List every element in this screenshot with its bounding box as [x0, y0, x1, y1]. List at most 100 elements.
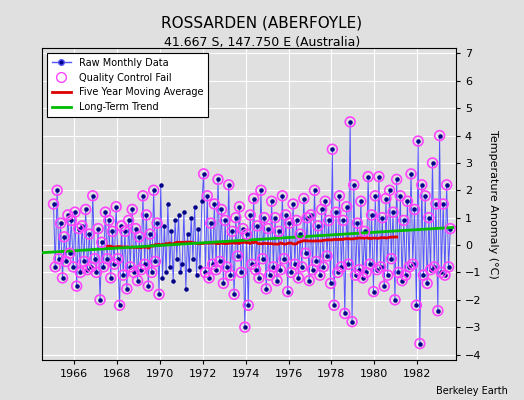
Point — [326, 280, 335, 286]
Point — [283, 288, 292, 295]
Point — [350, 182, 358, 188]
Point — [389, 209, 397, 216]
Point — [430, 264, 439, 270]
Point — [139, 192, 147, 199]
Point — [305, 278, 313, 284]
Point — [318, 206, 326, 213]
Point — [444, 264, 453, 270]
Point — [341, 310, 349, 317]
Point — [278, 192, 287, 199]
Point — [171, 217, 179, 224]
Point — [412, 302, 421, 308]
Point — [373, 266, 381, 273]
Point — [273, 278, 281, 284]
Point — [163, 201, 172, 207]
Point — [367, 212, 376, 218]
Point — [57, 220, 65, 226]
Point — [203, 192, 212, 199]
Point — [124, 217, 133, 224]
Point — [289, 201, 297, 207]
Point — [232, 214, 240, 221]
Point — [167, 228, 176, 234]
Point — [275, 228, 283, 234]
Point — [403, 198, 411, 204]
Point — [301, 250, 310, 256]
Point — [252, 266, 260, 273]
Point — [300, 195, 308, 202]
Point — [110, 261, 118, 268]
Point — [114, 256, 122, 262]
Point — [386, 187, 394, 194]
Point — [343, 204, 351, 210]
Point — [217, 206, 226, 213]
Point — [196, 264, 204, 270]
Point — [87, 264, 95, 270]
Point — [416, 340, 424, 347]
Point — [235, 204, 244, 210]
Point — [310, 187, 319, 194]
Point — [409, 261, 417, 268]
Point — [146, 231, 154, 237]
Point — [99, 264, 107, 270]
Point — [235, 204, 244, 210]
Point — [424, 214, 433, 221]
Point — [344, 261, 353, 268]
Point — [67, 217, 75, 224]
Point — [189, 256, 197, 262]
Point — [206, 220, 215, 226]
Point — [169, 278, 178, 284]
Point — [128, 206, 136, 213]
Point — [155, 291, 163, 298]
Point — [255, 275, 263, 281]
Point — [358, 275, 367, 281]
Point — [53, 187, 61, 194]
Point — [58, 275, 67, 281]
Point — [410, 206, 419, 213]
Point — [332, 209, 340, 216]
Point — [416, 340, 424, 347]
Point — [398, 278, 406, 284]
Point — [89, 192, 97, 199]
Point — [219, 280, 227, 286]
Point — [432, 201, 440, 207]
Point — [414, 138, 422, 144]
Point — [132, 226, 140, 232]
Point — [403, 198, 411, 204]
Point — [69, 264, 78, 270]
Point — [357, 198, 365, 204]
Point — [144, 283, 152, 289]
Point — [58, 275, 67, 281]
Point — [89, 192, 97, 199]
Point — [301, 250, 310, 256]
Point — [389, 209, 397, 216]
Point — [387, 256, 396, 262]
Point — [346, 119, 354, 125]
Point — [201, 269, 210, 276]
Point — [298, 264, 306, 270]
Point — [132, 226, 140, 232]
Point — [271, 214, 279, 221]
Point — [291, 261, 299, 268]
Point — [280, 256, 288, 262]
Point — [126, 264, 135, 270]
Point — [350, 182, 358, 188]
Point — [362, 269, 370, 276]
Legend: Raw Monthly Data, Quality Control Fail, Five Year Moving Average, Long-Term Tren: Raw Monthly Data, Quality Control Fail, … — [47, 53, 208, 117]
Point — [419, 272, 428, 278]
Point — [386, 187, 394, 194]
Point — [405, 264, 413, 270]
Point — [266, 272, 274, 278]
Point — [64, 212, 72, 218]
Point — [366, 261, 374, 268]
Point — [106, 275, 115, 281]
Point — [258, 256, 267, 262]
Point — [314, 223, 322, 229]
Point — [344, 261, 353, 268]
Point — [94, 226, 102, 232]
Point — [392, 176, 401, 182]
Point — [430, 264, 439, 270]
Point — [158, 275, 167, 281]
Point — [237, 269, 245, 276]
Point — [394, 269, 402, 276]
Point — [258, 256, 267, 262]
